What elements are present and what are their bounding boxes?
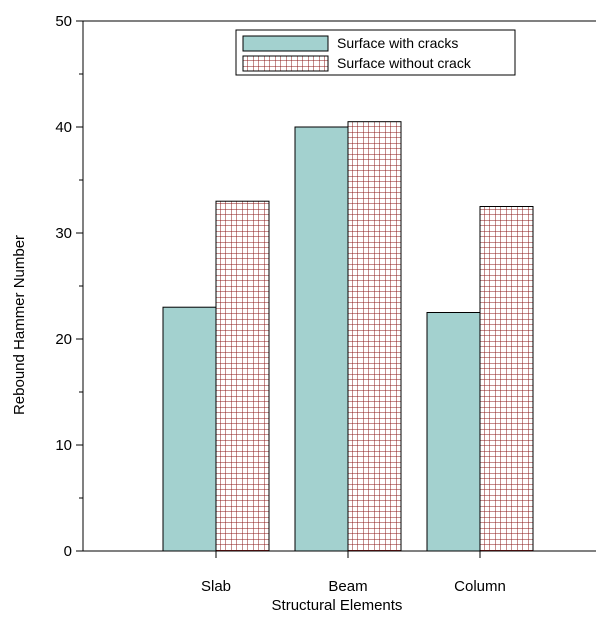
y-axis-label: Rebound Hammer Number [11, 235, 28, 415]
y-tick-label-10: 10 [55, 437, 72, 454]
x-axis-label: Structural Elements [272, 597, 403, 614]
bar-beam-series-1 [294, 126, 349, 552]
bar-beam-series-2 [347, 121, 402, 552]
x-tick-label-slab: Slab [201, 578, 231, 595]
y-tick-label-40: 40 [55, 119, 72, 136]
x-tick-label-column: Column [454, 578, 506, 595]
y-tick-label-0: 0 [64, 543, 72, 560]
legend-label-series-1: Surface with cracks [337, 35, 458, 51]
legend-label-series-2: Surface without crack [337, 55, 472, 71]
legend-swatch-series-2 [242, 55, 329, 72]
bar-column-series-2 [479, 206, 534, 552]
bar-column-series-1 [426, 312, 481, 552]
legend: Surface with cracks Surface without crack [235, 29, 516, 76]
bar-slab-series-2 [215, 200, 270, 552]
y-tick-label-30: 30 [55, 225, 72, 242]
plot-area [162, 121, 534, 552]
y-tick-label-50: 50 [55, 13, 72, 30]
bar-slab-series-1 [162, 306, 217, 552]
legend-swatch-series-1 [242, 35, 329, 52]
x-tick-label-beam: Beam [328, 578, 367, 595]
y-tick-label-20: 20 [55, 331, 72, 348]
axes: 0 10 20 30 40 50 Slab Beam Column [55, 13, 596, 595]
